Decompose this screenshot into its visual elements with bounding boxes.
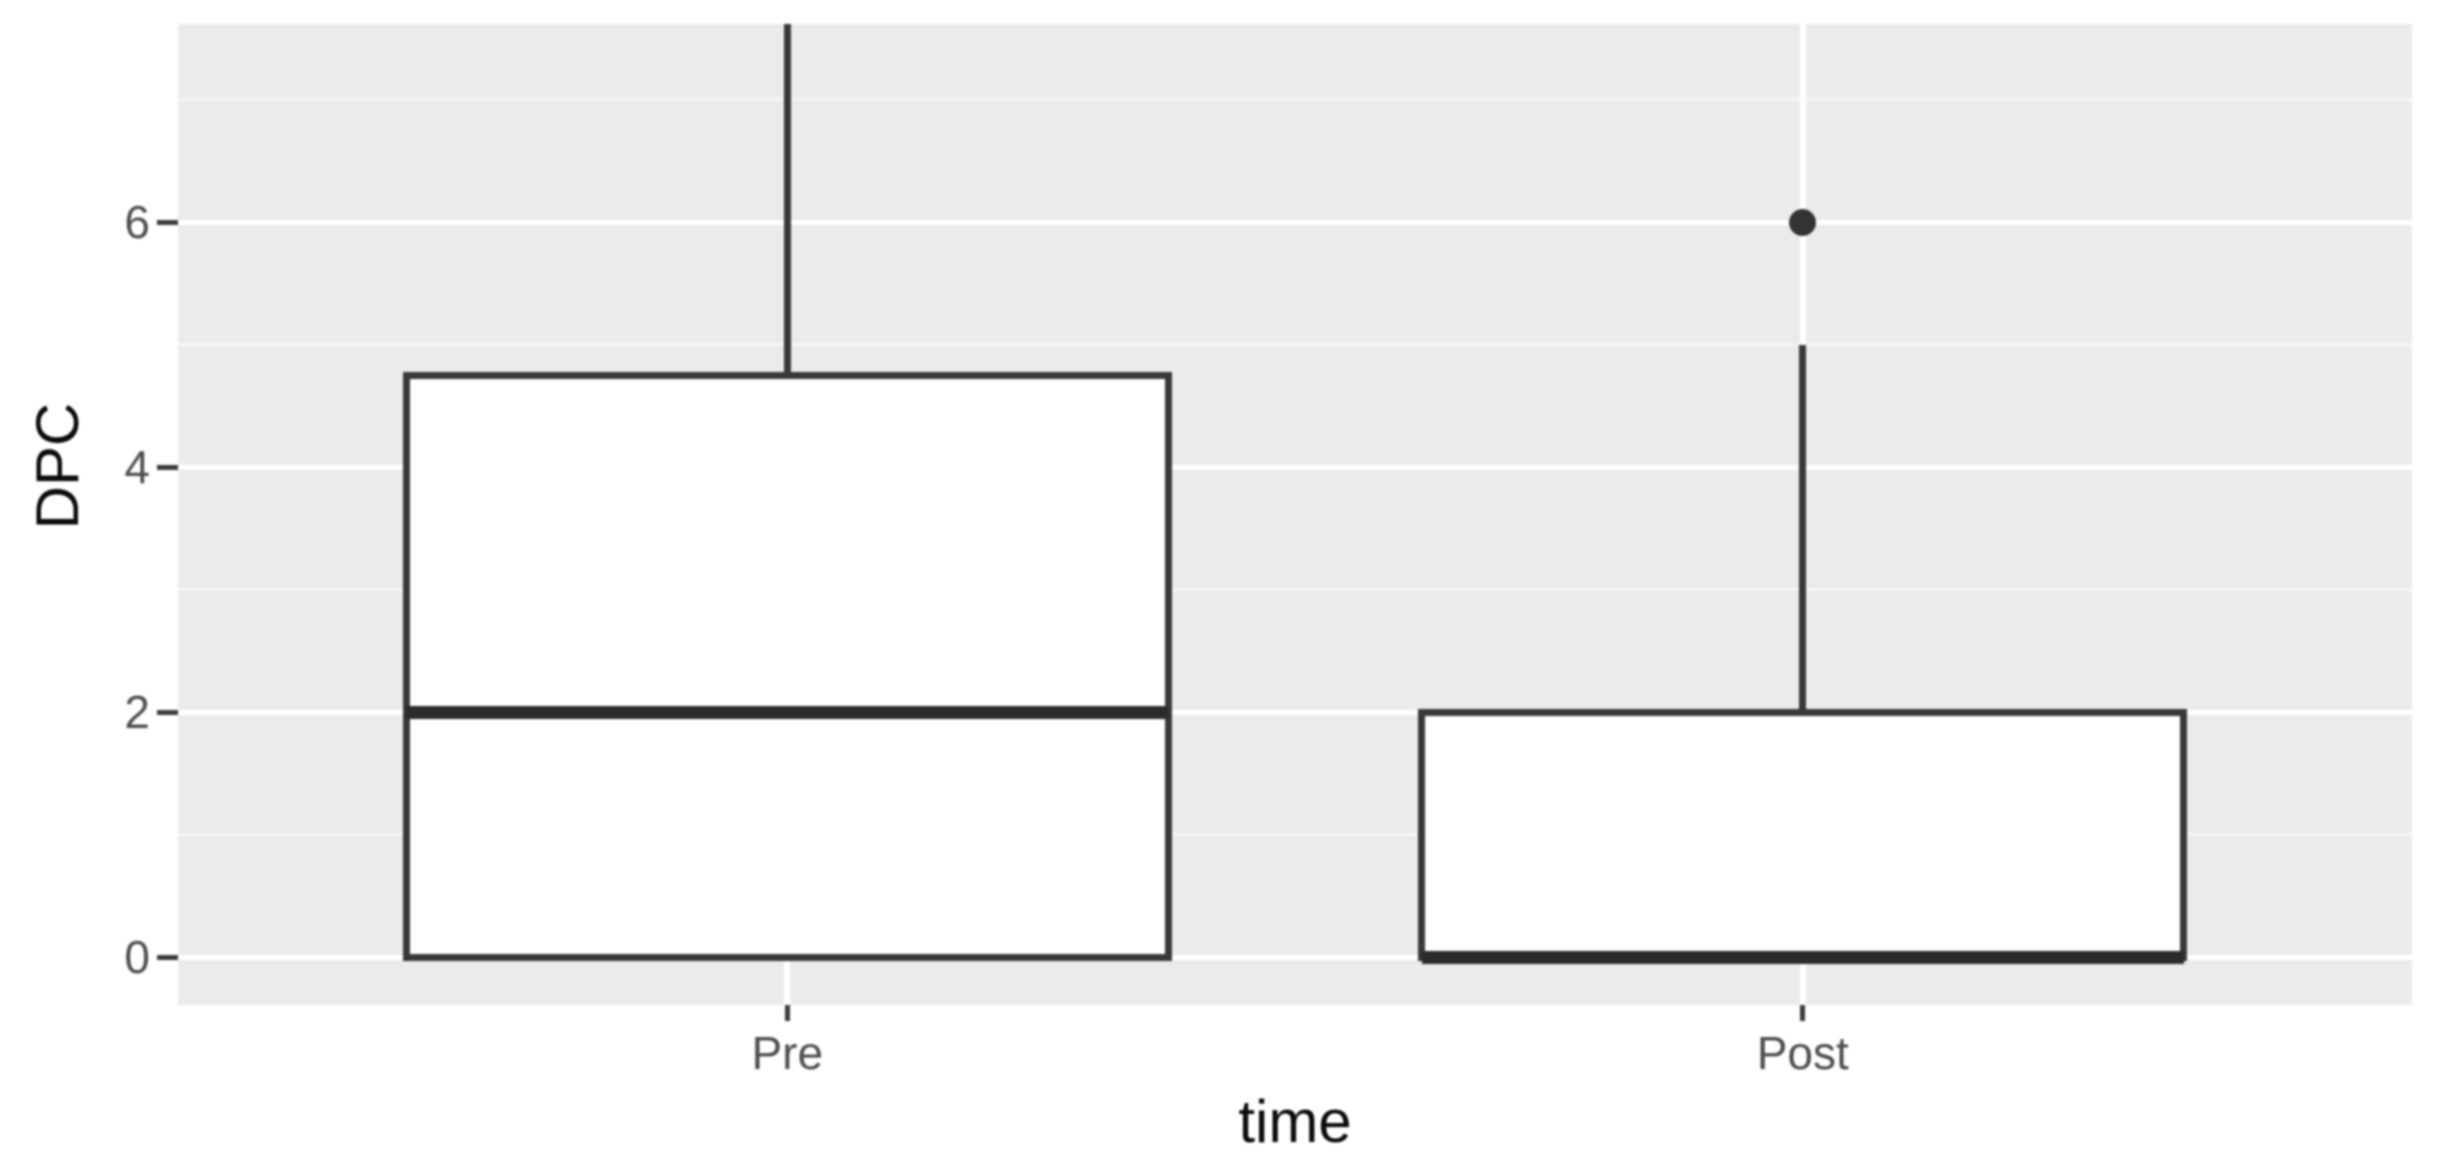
box-pre xyxy=(402,371,1172,961)
gridline-minor-h xyxy=(178,588,2412,591)
whisker-upper-post xyxy=(1799,344,1807,716)
y-tick-mark-4 xyxy=(157,464,178,470)
median-post xyxy=(1421,950,2184,964)
y-tick-mark-2 xyxy=(157,709,178,715)
box-post xyxy=(1418,708,2188,961)
y-tick-mark-0 xyxy=(157,954,178,960)
gridline-minor-h xyxy=(178,98,2412,101)
whisker-upper-pre xyxy=(783,24,791,379)
y-tick-label-2: 2 xyxy=(124,686,150,738)
x-tick-mark-pre xyxy=(784,1005,790,1021)
plot-panel xyxy=(178,24,2412,1005)
gridline-major-h xyxy=(178,954,2412,960)
gridline-major-h xyxy=(178,709,2412,715)
y-tick-mark-6 xyxy=(157,219,178,225)
x-axis-title: time xyxy=(1238,1088,1352,1155)
gridline-minor-h xyxy=(178,833,2412,836)
x-tick-label-post: Post xyxy=(1756,1027,1849,1079)
median-pre xyxy=(406,705,1169,719)
y-tick-label-0: 0 xyxy=(124,931,150,983)
x-tick-label-pre: Pre xyxy=(751,1027,824,1079)
y-tick-label-4: 4 xyxy=(124,441,150,493)
gridline-major-h xyxy=(178,219,2412,225)
gridline-minor-h xyxy=(178,343,2412,346)
outlier-post xyxy=(1789,208,1817,236)
y-tick-label-6: 6 xyxy=(124,196,150,248)
gridline-major-h xyxy=(178,464,2412,470)
y-axis-title: DPC xyxy=(24,402,91,530)
x-tick-mark-post xyxy=(1800,1005,1806,1021)
